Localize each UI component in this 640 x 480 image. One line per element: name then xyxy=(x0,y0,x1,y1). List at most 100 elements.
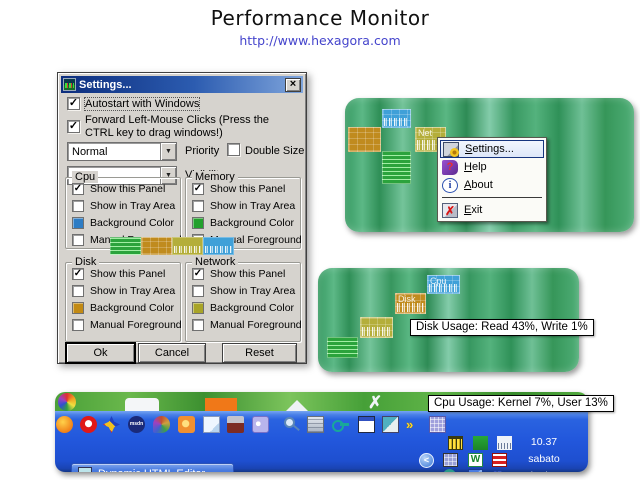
cpu-panel[interactable]: Cpu xyxy=(427,275,460,294)
show-panel-checkbox[interactable]: ✓ xyxy=(72,183,84,195)
forward-clicks-checkbox[interactable]: ✓ xyxy=(67,120,80,133)
bg-color-label[interactable]: Background Color xyxy=(90,217,175,229)
tray-area-checkbox[interactable] xyxy=(192,285,204,297)
keypad-icon[interactable] xyxy=(252,416,269,433)
show-panel-label[interactable]: Show this Panel xyxy=(210,183,286,195)
show-panel-checkbox[interactable]: ✓ xyxy=(72,268,84,280)
cpu-tray-icon[interactable] xyxy=(497,436,512,450)
chevron-down-icon: ▼ xyxy=(165,172,172,179)
manual-fg-label[interactable]: Manual Foreground xyxy=(90,319,182,331)
memory-panel[interactable] xyxy=(327,337,358,358)
dropdown-button[interactable]: ▼ xyxy=(160,167,176,184)
palette-icon[interactable] xyxy=(153,416,170,433)
show-panel-checkbox[interactable]: ✓ xyxy=(192,268,204,280)
dropdown-button[interactable]: ▼ xyxy=(160,143,176,160)
website-link[interactable]: http://www.hexagora.com xyxy=(239,33,401,48)
opera-icon[interactable] xyxy=(80,416,97,433)
bg-color-label[interactable]: Background Color xyxy=(90,302,175,314)
forward-clicks-label[interactable]: Forward Left-Mouse Clicks (Press the CTR… xyxy=(85,114,269,139)
window-icon[interactable] xyxy=(358,416,375,433)
background-color-swatch[interactable] xyxy=(72,217,84,229)
show-panel-label[interactable]: Show this Panel xyxy=(90,183,166,195)
menu-item-help[interactable]: ? Help xyxy=(440,158,544,176)
show-panel-checkbox[interactable]: ✓ xyxy=(192,183,204,195)
memory-tray-icon[interactable] xyxy=(473,436,488,450)
dynamic-html-editor-icon xyxy=(78,467,92,472)
taskbar-window-button-label: Dynamic HTML Editor ... xyxy=(98,468,217,472)
memory-panel[interactable] xyxy=(110,237,141,255)
background-color-swatch[interactable] xyxy=(72,302,84,314)
window-fragment xyxy=(125,398,159,411)
disk-panel[interactable]: Disk xyxy=(395,293,426,314)
background-color-swatch[interactable] xyxy=(192,302,204,314)
context-menu: Settings... ? Help i About ✗ Exit xyxy=(437,137,547,222)
menu-item-about-label: About xyxy=(464,179,493,191)
star-logo-icon[interactable] xyxy=(103,416,120,433)
key-icon[interactable] xyxy=(332,416,349,433)
orange-ball-icon[interactable] xyxy=(56,416,73,433)
manual-fg-checkbox[interactable] xyxy=(72,319,84,331)
cpu-panel[interactable] xyxy=(382,109,411,128)
manual-fg-label[interactable]: Manual Foreground xyxy=(210,319,302,331)
grid-window-icon[interactable] xyxy=(429,416,446,433)
disk-graph-panel[interactable] xyxy=(172,237,203,255)
group-cpu: Cpu ✓ Show this Panel Show in Tray Area … xyxy=(65,171,182,249)
monitor-strip[interactable] xyxy=(110,237,234,255)
menu-item-exit-label: Exit xyxy=(464,204,483,216)
ok-button[interactable]: Ok xyxy=(66,343,135,363)
autostart-label[interactable]: Autostart with Windows xyxy=(83,97,201,111)
notes-icon[interactable] xyxy=(203,416,220,433)
disk-panel[interactable] xyxy=(141,237,172,255)
dialog-titlebar[interactable]: Settings... × xyxy=(61,76,303,93)
tray-collapse-chevron[interactable]: < xyxy=(419,453,434,468)
grid-tray-icon[interactable] xyxy=(443,453,458,467)
close-button[interactable]: × xyxy=(285,77,301,92)
ring-tray-icon[interactable] xyxy=(443,469,456,472)
tray-area-checkbox[interactable] xyxy=(192,200,204,212)
bg-color-label[interactable]: Background Color xyxy=(210,302,295,314)
menu-item-exit[interactable]: ✗ Exit xyxy=(440,201,544,219)
background-color-swatch[interactable] xyxy=(192,217,204,229)
double-size-checkbox[interactable] xyxy=(227,143,240,156)
menu-item-about[interactable]: i About xyxy=(440,176,544,194)
tray-number-badge[interactable]: 48 xyxy=(492,470,502,472)
tray-area-label[interactable]: Show in Tray Area xyxy=(90,285,176,297)
tray-area-checkbox[interactable] xyxy=(72,200,84,212)
msdn-icon[interactable]: msdn xyxy=(128,416,145,433)
tray-area-label[interactable]: Show in Tray Area xyxy=(210,285,296,297)
menu-item-settings[interactable]: Settings... xyxy=(440,140,544,158)
cpu-panel[interactable] xyxy=(203,237,234,255)
reset-button[interactable]: Reset xyxy=(222,343,297,363)
priority-select[interactable]: Normal ▼ xyxy=(67,142,177,161)
double-size-label[interactable]: Double Size xyxy=(245,145,305,157)
memory-panel[interactable] xyxy=(382,151,411,184)
row-bg-color: Background Color xyxy=(192,301,300,316)
beachball-icon xyxy=(58,393,76,411)
network-panel[interactable] xyxy=(360,317,393,338)
tray-area-checkbox[interactable] xyxy=(72,285,84,297)
bg-color-label[interactable]: Background Color xyxy=(210,217,295,229)
manual-fg-checkbox[interactable] xyxy=(192,319,204,331)
w-logo-tray-icon[interactable]: W xyxy=(468,453,483,467)
show-panel-label[interactable]: Show this Panel xyxy=(210,268,286,280)
disk-panel[interactable] xyxy=(348,127,381,152)
magnifier-icon[interactable] xyxy=(284,417,295,428)
autostart-checkbox[interactable]: ✓ xyxy=(67,97,80,110)
row-manual-fg: Manual Foreground xyxy=(72,318,182,333)
disk-tray-icon[interactable] xyxy=(448,436,463,450)
flame-icon[interactable] xyxy=(178,416,195,433)
windows-pair-icon[interactable] xyxy=(382,416,399,433)
tray-area-label[interactable]: Show in Tray Area xyxy=(210,200,296,212)
fast-forward-icon[interactable]: » xyxy=(406,417,414,432)
tools-icon[interactable] xyxy=(227,416,244,433)
calculator-icon[interactable] xyxy=(307,416,324,433)
taskbar-window-button[interactable]: Dynamic HTML Editor ... xyxy=(71,463,234,472)
menu-item-settings-label: Settings... xyxy=(465,143,514,155)
cancel-button[interactable]: Cancel xyxy=(138,343,206,363)
manual-fg-checkbox[interactable] xyxy=(72,234,84,246)
network-tray-icon[interactable] xyxy=(468,469,483,472)
show-panel-label[interactable]: Show this Panel xyxy=(90,268,166,280)
tray-area-label[interactable]: Show in Tray Area xyxy=(90,200,176,212)
clock-time[interactable]: 10.37 xyxy=(530,436,558,448)
red-stripes-tray-icon[interactable] xyxy=(492,453,507,467)
